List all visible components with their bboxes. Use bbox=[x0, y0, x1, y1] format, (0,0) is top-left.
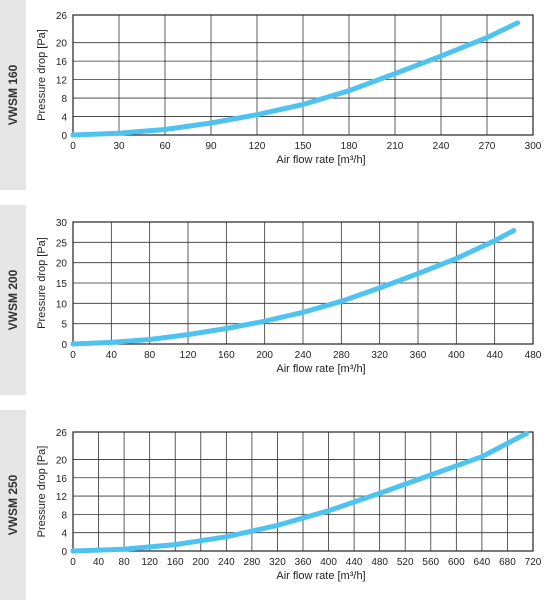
y-axis-label: Pressure drop [Pa] bbox=[36, 446, 48, 538]
x-tick-label: 440 bbox=[346, 557, 363, 568]
y-tick-label: 16 bbox=[56, 57, 68, 68]
side-tab: VWSM 160 bbox=[0, 0, 26, 190]
x-tick-label: 360 bbox=[410, 350, 427, 361]
y-axis-label: Pressure drop [Pa] bbox=[36, 29, 48, 121]
panel-vwsm-250: VWSM 250 0 40 80 120 160 200 240 280 320 360 400 44… bbox=[0, 410, 545, 600]
x-tick-label: 160 bbox=[167, 557, 184, 568]
x-tick-label: 160 bbox=[218, 350, 235, 361]
x-tick-label: 600 bbox=[448, 557, 465, 568]
x-tick-label: 300 bbox=[525, 141, 542, 152]
y-tick-label: 8 bbox=[61, 510, 67, 521]
x-tick-label: 360 bbox=[295, 557, 312, 568]
x-tick-label: 30 bbox=[113, 141, 125, 152]
x-axis-label: Air flow rate [m³/h] bbox=[276, 570, 365, 582]
y-tick-label: 4 bbox=[61, 113, 67, 124]
chart-vwsm-250: 0 40 80 120 160 200 240 280 320 360 400 440 480 520 56… bbox=[36, 428, 542, 582]
y-tick-label: 20 bbox=[56, 455, 68, 466]
x-axis-label: Air flow rate [m³/h] bbox=[276, 154, 365, 166]
x-tick-label: 180 bbox=[341, 141, 358, 152]
y-tick-label: 0 bbox=[61, 131, 67, 142]
x-tick-label: 400 bbox=[320, 557, 337, 568]
x-axis-label: Air flow rate [m³/h] bbox=[276, 363, 365, 375]
y-tick-label: 12 bbox=[56, 492, 68, 503]
x-tick-label: 120 bbox=[249, 141, 266, 152]
x-tick-label: 150 bbox=[295, 141, 312, 152]
x-tick-label: 240 bbox=[295, 350, 312, 361]
y-tick-label: 26 bbox=[56, 11, 68, 22]
x-tick-label: 480 bbox=[371, 557, 388, 568]
y-tick-label: 25 bbox=[56, 238, 68, 249]
pressure-drop-curve bbox=[70, 20, 521, 138]
x-tick-label: 240 bbox=[218, 557, 235, 568]
y-tick-label: 0 bbox=[61, 340, 67, 351]
y-tick-label: 20 bbox=[56, 39, 68, 50]
x-tick-label: 80 bbox=[119, 557, 131, 568]
x-tick-label: 320 bbox=[371, 350, 388, 361]
y-tick-label: 26 bbox=[56, 428, 68, 439]
x-tick-label: 210 bbox=[387, 141, 404, 152]
y-tick-label: 0 bbox=[61, 547, 67, 558]
x-tick-label: 520 bbox=[397, 557, 414, 568]
x-tick-label: 320 bbox=[269, 557, 286, 568]
x-tick-label: 40 bbox=[106, 350, 118, 361]
x-tick-label: 480 bbox=[525, 350, 542, 361]
x-tick-label: 680 bbox=[499, 557, 516, 568]
x-tick-label: 0 bbox=[70, 350, 76, 361]
x-tick-label: 240 bbox=[433, 141, 450, 152]
x-tick-label: 200 bbox=[256, 350, 273, 361]
pressure-drop-curve bbox=[70, 228, 517, 347]
x-tick-label: 60 bbox=[159, 141, 171, 152]
x-tick-label: 200 bbox=[192, 557, 209, 568]
chart-vwsm-160: 0 30 60 90 120 150 180 210 240 270 300 0 4 8 12 16 20 26 A… bbox=[36, 11, 542, 166]
y-tick-label: 30 bbox=[56, 218, 68, 229]
plot-frame bbox=[72, 14, 534, 136]
x-tick-label: 80 bbox=[144, 350, 156, 361]
chart-vwsm-200: 0 40 80 120 160 200 240 280 320 360 400 440 480 0 5 10 1… bbox=[36, 218, 542, 375]
side-tab: VWSM 250 bbox=[0, 410, 26, 600]
y-tick-label: 16 bbox=[56, 474, 68, 485]
y-tick-label: 10 bbox=[56, 299, 68, 310]
x-tick-label: 120 bbox=[141, 557, 158, 568]
x-tick-label: 120 bbox=[180, 350, 197, 361]
x-tick-label: 90 bbox=[205, 141, 217, 152]
y-axis-label: Pressure drop [Pa] bbox=[36, 237, 48, 329]
y-tick-label: 12 bbox=[56, 76, 68, 87]
x-tick-label: 440 bbox=[486, 350, 503, 361]
panel-vwsm-160: VWSM 160 0 30 60 90 120 150 180 210 240 270 300 0 4 8… bbox=[0, 0, 545, 190]
side-tab: VWSM 200 bbox=[0, 205, 26, 395]
x-tick-label: 560 bbox=[422, 557, 439, 568]
x-tick-label: 280 bbox=[333, 350, 350, 361]
x-tick-label: 280 bbox=[244, 557, 261, 568]
plot-frame bbox=[72, 431, 534, 552]
y-tick-label: 20 bbox=[56, 259, 68, 270]
panel-vwsm-200: VWSM 200 0 40 80 120 160 200 240 280 320 360 400 44… bbox=[0, 205, 545, 395]
x-tick-label: 0 bbox=[70, 141, 76, 152]
x-tick-label: 640 bbox=[474, 557, 491, 568]
x-tick-label: 270 bbox=[479, 141, 496, 152]
pressure-drop-curve bbox=[70, 430, 530, 554]
x-tick-label: 0 bbox=[70, 557, 76, 568]
y-tick-label: 8 bbox=[61, 94, 67, 105]
y-tick-label: 15 bbox=[56, 279, 68, 290]
plot-frame bbox=[72, 221, 534, 345]
y-tick-label: 4 bbox=[61, 529, 67, 540]
x-tick-label: 400 bbox=[448, 350, 465, 361]
x-tick-label: 40 bbox=[93, 557, 105, 568]
y-tick-label: 5 bbox=[61, 320, 67, 331]
x-tick-label: 720 bbox=[525, 557, 542, 568]
